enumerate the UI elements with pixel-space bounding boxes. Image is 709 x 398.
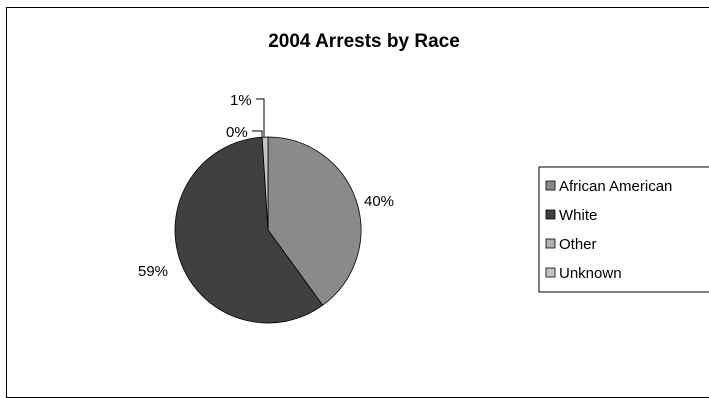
- leader-line-other: [252, 130, 263, 140]
- leader-line-unknown: [256, 98, 265, 137]
- data-label-unknown: 1%: [230, 92, 252, 109]
- legend-label-white: White: [559, 207, 597, 224]
- legend-label-other: Other: [559, 236, 597, 253]
- legend-swatch-unknown: [545, 267, 556, 278]
- data-labels: 40% 59% 0% 1%: [138, 92, 394, 280]
- leader-lines: [252, 98, 265, 140]
- legend-box: [538, 166, 709, 293]
- legend-swatch-african-american: [545, 180, 556, 191]
- legend-label-unknown: Unknown: [559, 265, 622, 282]
- legend-swatch-white: [545, 209, 556, 220]
- data-label-white: 59%: [138, 263, 168, 280]
- data-label-african-american: 40%: [364, 193, 394, 210]
- pie-slices: [174, 136, 362, 324]
- data-label-other: 0%: [226, 124, 248, 141]
- pie-slice-white: [174, 136, 324, 324]
- pie-slice-african-american: [267, 136, 362, 306]
- legend-label-african-american: African American: [559, 178, 672, 195]
- legend: African American White Other Unknown: [538, 166, 709, 293]
- legend-swatch-other: [545, 238, 556, 249]
- chart-title: 2004 Arrests by Race: [268, 31, 460, 52]
